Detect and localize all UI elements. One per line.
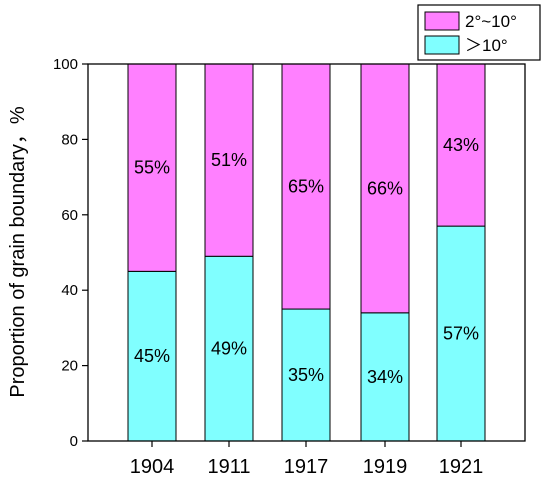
bar-1921-2to10 [436,63,486,227]
bars-group [127,63,486,442]
data-label-1911-2to10: 51% [211,150,247,170]
data-label-1917-2to10: 65% [288,177,324,197]
data-label-1904-gt10: 45% [134,346,170,366]
data-label-1919-2to10: 66% [367,178,403,198]
y-tick-label-100: 100 [53,56,78,73]
y-tick-label-0: 0 [70,433,78,450]
bar-1911-2to10 [204,63,254,257]
x-axis: 1904 1911 1917 1919 1921 [130,441,484,478]
data-label-1921-gt10: 57% [443,324,479,344]
y-tick-label-80: 80 [61,131,78,148]
y-axis-title: Proportion of grain boundary，% [7,106,29,397]
bar-1904-2to10 [127,63,177,272]
x-tick-label-1917: 1917 [284,456,329,478]
data-label-1911-gt10: 49% [211,339,247,359]
y-tick-label-40: 40 [61,282,78,299]
y-axis: 0 20 40 60 80 100 [53,56,88,450]
legend-swatch-2to10 [424,11,460,31]
y-tick-label-20: 20 [61,358,78,375]
x-tick-label-1911: 1911 [207,456,250,478]
data-labels-group: 45% 55% 49% 51% 35% 65% 34% 66% 57% 43% [134,135,479,387]
legend-swatch-gt10 [424,35,460,55]
bar-1917-2to10 [281,63,331,310]
x-tick-label-1919: 1919 [363,456,408,478]
data-label-1921-2to10: 43% [443,135,479,155]
bar-1904-gt10 [127,270,177,442]
x-tick-label-1921: 1921 [439,456,484,478]
legend: 2°~10° ＞10° [417,4,541,61]
legend-label-2to10: 2°~10° [465,12,517,31]
y-tick-label-60: 60 [61,207,78,224]
data-label-1919-gt10: 34% [367,367,403,387]
legend-label-gt10: ＞10° [465,36,508,55]
data-label-1917-gt10: 35% [288,365,324,385]
x-tick-label-1904: 1904 [130,456,175,478]
data-label-1904-2to10: 55% [134,158,170,178]
bar-1919-2to10 [360,63,410,314]
